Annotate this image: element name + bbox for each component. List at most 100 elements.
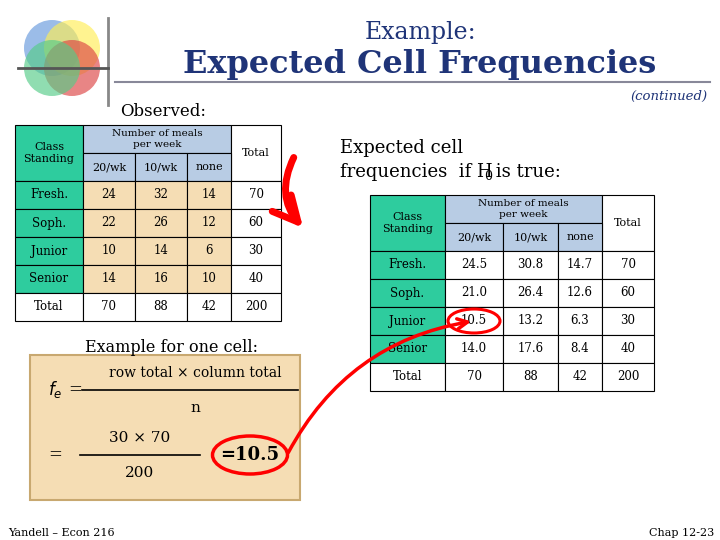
Text: Observed:: Observed:	[120, 104, 206, 120]
Bar	[231, 293, 281, 321]
Bar	[135, 181, 187, 209]
Bar	[503, 251, 558, 279]
Bar	[187, 293, 231, 321]
Text: 40: 40	[248, 273, 264, 286]
Text: 14.7: 14.7	[567, 259, 593, 272]
Text: =10.5: =10.5	[220, 446, 279, 464]
Text: none: none	[195, 162, 222, 172]
Text: 32: 32	[153, 188, 168, 201]
Bar	[602, 279, 654, 307]
Text: Soph.: Soph.	[390, 287, 425, 300]
Text: 10.5: 10.5	[461, 314, 487, 327]
Bar	[558, 223, 602, 251]
Text: Total: Total	[614, 218, 642, 228]
Bar	[83, 181, 135, 209]
Text: 70: 70	[102, 300, 117, 314]
Text: 6.3: 6.3	[571, 314, 590, 327]
FancyArrowPatch shape	[272, 158, 298, 222]
Bar	[503, 335, 558, 363]
Bar	[370, 363, 445, 391]
Text: 10/wk: 10/wk	[513, 232, 548, 242]
Text: 30.8: 30.8	[518, 259, 544, 272]
Text: 70: 70	[621, 259, 636, 272]
Bar	[231, 237, 281, 265]
Text: 14: 14	[202, 188, 217, 201]
Text: 10: 10	[202, 273, 217, 286]
Text: 200: 200	[125, 466, 155, 480]
Text: Example:: Example:	[364, 21, 476, 44]
Text: Total: Total	[35, 300, 64, 314]
Text: Total: Total	[392, 370, 422, 383]
Bar	[231, 265, 281, 293]
Text: 0: 0	[484, 171, 492, 184]
Text: Example for one cell:: Example for one cell:	[85, 340, 258, 356]
Text: 10: 10	[102, 245, 117, 258]
Text: Junior: Junior	[31, 245, 67, 258]
Ellipse shape	[24, 40, 80, 96]
Text: 42: 42	[202, 300, 217, 314]
Bar	[231, 125, 281, 181]
Text: 200: 200	[245, 300, 267, 314]
Bar	[15, 125, 83, 181]
Bar	[15, 237, 83, 265]
Ellipse shape	[44, 20, 100, 76]
Text: Number of meals
per week: Number of meals per week	[478, 199, 569, 219]
Text: 24: 24	[102, 188, 117, 201]
Text: 16: 16	[153, 273, 168, 286]
Bar	[445, 251, 503, 279]
Bar	[135, 293, 187, 321]
Text: 26.4: 26.4	[518, 287, 544, 300]
Text: 26: 26	[153, 217, 168, 230]
Bar	[445, 195, 602, 223]
Bar	[602, 363, 654, 391]
Text: Senior: Senior	[30, 273, 68, 286]
Text: 12.6: 12.6	[567, 287, 593, 300]
Bar	[445, 307, 503, 335]
Text: 10.5: 10.5	[461, 314, 487, 327]
Bar	[83, 125, 231, 153]
FancyBboxPatch shape	[30, 355, 300, 500]
Bar	[15, 265, 83, 293]
Bar	[445, 279, 503, 307]
Bar	[135, 153, 187, 181]
Text: 20/wk: 20/wk	[457, 232, 491, 242]
Text: 20/wk: 20/wk	[92, 162, 126, 172]
Bar	[187, 153, 231, 181]
Bar	[83, 293, 135, 321]
Text: 30: 30	[248, 245, 264, 258]
Bar	[231, 209, 281, 237]
Bar	[370, 307, 445, 335]
Bar	[187, 237, 231, 265]
Bar	[15, 209, 83, 237]
Text: Yandell – Econ 216: Yandell – Econ 216	[8, 528, 114, 538]
Text: n: n	[190, 401, 200, 415]
Text: 14.0: 14.0	[461, 342, 487, 355]
Text: frequencies  if H: frequencies if H	[340, 163, 492, 181]
Text: Class
Standing: Class Standing	[24, 142, 74, 164]
Text: 14: 14	[153, 245, 168, 258]
Bar	[503, 363, 558, 391]
Text: 13.2: 13.2	[518, 314, 544, 327]
Text: Junior: Junior	[390, 314, 426, 327]
Text: 17.6: 17.6	[518, 342, 544, 355]
Text: 60: 60	[248, 217, 264, 230]
Bar	[445, 363, 503, 391]
Text: Chap 12-23: Chap 12-23	[649, 528, 714, 538]
Text: 70: 70	[248, 188, 264, 201]
Text: 6: 6	[205, 245, 212, 258]
Bar	[135, 209, 187, 237]
Bar	[445, 223, 503, 251]
Bar	[370, 195, 445, 251]
Text: Expected Cell Frequencies: Expected Cell Frequencies	[184, 50, 657, 80]
Text: 200: 200	[617, 370, 639, 383]
Text: Number of meals
per week: Number of meals per week	[112, 129, 202, 149]
Bar	[503, 279, 558, 307]
Bar	[558, 251, 602, 279]
Text: Senior: Senior	[388, 342, 427, 355]
Text: 88: 88	[153, 300, 168, 314]
FancyArrowPatch shape	[288, 319, 467, 453]
Bar	[83, 265, 135, 293]
Text: Soph.: Soph.	[32, 217, 66, 230]
Ellipse shape	[24, 20, 80, 76]
Bar	[558, 363, 602, 391]
